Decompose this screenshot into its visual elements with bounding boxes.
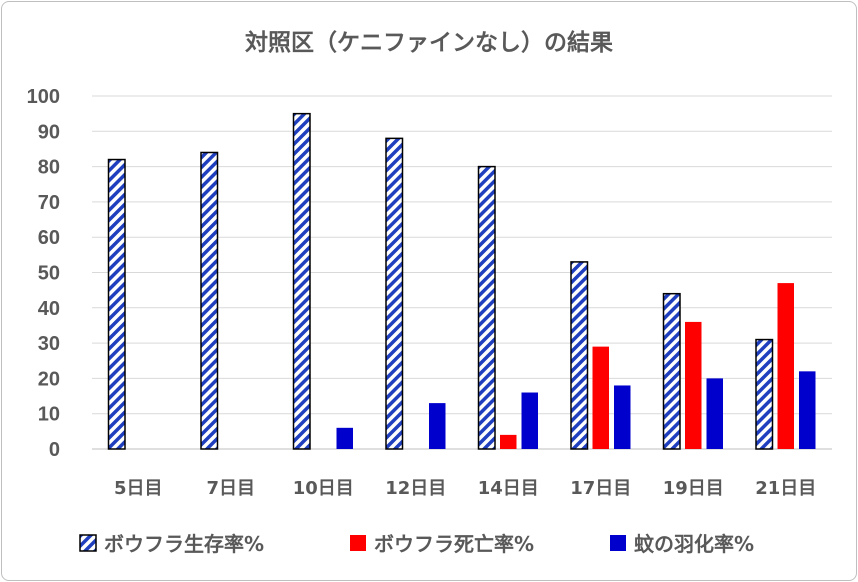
y-tick-label: 20	[38, 368, 60, 390]
legend-label-2: ボウフラ死亡率%	[374, 532, 534, 556]
x-tick-label: 5日目	[114, 478, 163, 499]
y-tick-label: 40	[38, 298, 60, 320]
bar-3-14日目	[521, 392, 538, 449]
chart-title: 対照区（ケニファインなし）の結果	[245, 29, 613, 56]
y-tick-label: 60	[38, 227, 60, 249]
bar-1-5日目	[107, 158, 126, 450]
legend-label-1: ボウフラ生存率%	[104, 532, 264, 556]
x-tick-label: 10日目	[293, 478, 354, 499]
bar-2-21日目	[777, 283, 794, 449]
x-tick-label: 12日目	[385, 478, 446, 499]
bar-2-14日目	[500, 434, 517, 449]
legend-label-3: 蚊の羽化率%	[634, 532, 754, 556]
bar-1-10日目	[292, 112, 311, 450]
bar-1-14日目	[477, 165, 496, 450]
legend: ボウフラ生存率% ボウフラ死亡率% 蚊の羽化率%	[79, 532, 754, 556]
x-tick-label: 14日目	[478, 478, 539, 499]
bar-3-17日目	[614, 385, 631, 449]
bar-1-12日目	[385, 137, 404, 450]
legend-swatch-2	[350, 535, 366, 551]
bar-2-19日目	[685, 321, 702, 449]
bar-1-7日目	[200, 151, 219, 450]
bars	[107, 112, 816, 450]
x-tick-label: 19日目	[663, 478, 724, 499]
legend-swatch-1	[79, 534, 97, 552]
y-tick-label: 30	[38, 333, 60, 355]
y-tick-label: 0	[49, 439, 60, 461]
bar-1-19日目	[662, 292, 681, 450]
bar-3-19日目	[706, 378, 723, 449]
legend-swatch-3	[610, 535, 626, 551]
y-tick-label: 80	[38, 157, 60, 179]
y-tick-label: 90	[38, 121, 60, 143]
bar-3-12日目	[429, 403, 446, 449]
bar-3-21日目	[799, 371, 816, 449]
x-tick-label: 17日目	[570, 478, 631, 499]
y-tick-label: 50	[38, 263, 60, 285]
x-tick-label: 21日目	[755, 478, 816, 499]
bar-3-10日目	[336, 427, 353, 449]
x-axis-labels: 5日目 7日目 10日目 12日目 14日目 17日目 19日目 21日目	[114, 478, 816, 499]
y-tick-label: 10	[38, 404, 60, 426]
bar-1-21日目	[755, 338, 774, 450]
y-tick-label: 70	[38, 192, 60, 214]
bar-1-17日目	[570, 261, 589, 450]
y-axis-ticks: 0 10 20 30 40 50 60 70 80 90 100	[27, 86, 60, 461]
y-tick-label: 100	[27, 86, 60, 108]
x-tick-label: 7日目	[206, 478, 255, 499]
bar-2-17日目	[592, 346, 609, 449]
